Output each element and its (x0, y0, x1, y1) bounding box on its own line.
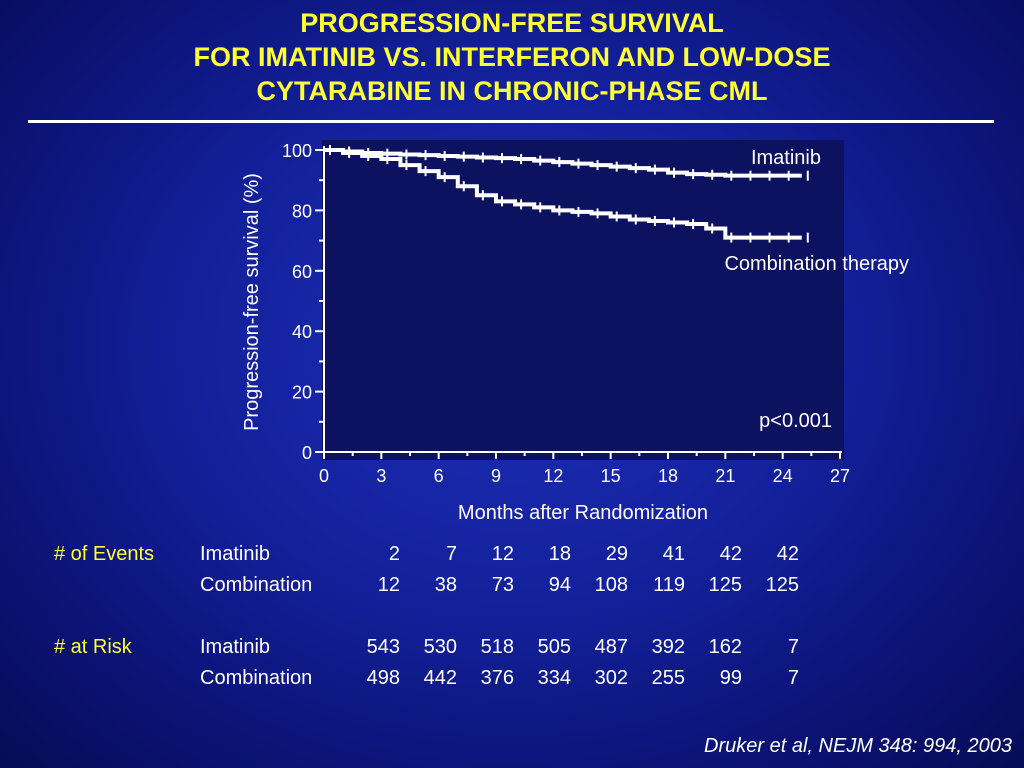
y-tick-label: 0 (302, 443, 312, 463)
risk-imatinib-cell: 162 (708, 636, 742, 658)
events-imatinib-cell: 29 (605, 543, 628, 565)
events-label: # of Events (54, 543, 155, 565)
chart-series (324, 145, 809, 243)
x-tick-label: 9 (491, 466, 501, 486)
slide-title: PROGRESSION-FREE SURVIVAL FOR IMATINIB V… (0, 6, 1024, 108)
risk-combination-cell: 376 (480, 667, 514, 689)
events-combination-cell: 125 (765, 574, 799, 596)
events-combination-cell: 73 (491, 574, 514, 596)
title-line-1: PROGRESSION-FREE SURVIVAL (300, 8, 724, 38)
survival-chart: 0 20 40 60 80 100 0 3 6 9 12 15 18 21 24 27 Progression… (241, 140, 909, 524)
risk-imatinib-name: Imatinib (200, 636, 271, 658)
x-tick-label: 24 (773, 466, 793, 486)
risk-combination-cell: 7 (787, 667, 799, 689)
events-imatinib-cell: 41 (662, 543, 685, 565)
x-tick-label: 15 (601, 466, 621, 486)
x-tick-label: 12 (543, 466, 563, 486)
events-imatinib-cell: 7 (445, 543, 457, 565)
x-tick-label: 6 (434, 466, 444, 486)
events-combination-cell: 125 (708, 574, 742, 596)
y-tick-label: 100 (282, 141, 312, 161)
events-combination-cell: 94 (548, 574, 571, 596)
y-tick-label: 40 (292, 322, 312, 342)
title-divider (28, 120, 994, 123)
x-tick-label: 27 (830, 466, 850, 486)
risk-combination-cell: 442 (423, 667, 457, 689)
x-axis-label: Months after Randomization (458, 502, 708, 524)
x-tick-label: 3 (376, 466, 386, 486)
events-imatinib-cell: 42 (719, 543, 742, 565)
combination-series-label: Combination therapy (724, 253, 909, 275)
risk-imatinib-cell: 530 (423, 636, 457, 658)
x-tick-label: 18 (658, 466, 678, 486)
risk-imatinib-cell: 392 (651, 636, 685, 658)
risk-combination-cell: 334 (537, 667, 571, 689)
risk-combination-name: Combination (200, 667, 313, 689)
events-imatinib-cell: 12 (491, 543, 514, 565)
events-combination-cell: 108 (594, 574, 628, 596)
risk-imatinib-cell: 7 (787, 636, 799, 658)
risk-imatinib-cell: 505 (537, 636, 571, 658)
risk-imatinib-cell: 487 (594, 636, 628, 658)
risk-combination-cell: 99 (719, 667, 742, 689)
risk-imatinib-cell: 518 (480, 636, 514, 658)
risk-combination-cell: 255 (651, 667, 685, 689)
risk-imatinib-cell: 543 (366, 636, 400, 658)
citation: Druker et al, NEJM 348: 994, 2003 (704, 735, 1012, 757)
y-tick-label: 80 (292, 201, 312, 221)
x-tick-label: 0 (319, 466, 329, 486)
y-tick-label: 20 (292, 383, 312, 403)
x-tick-label: 21 (715, 466, 735, 486)
events-imatinib-name: Imatinib (200, 543, 271, 565)
chart-ticks: 0 20 40 60 80 100 0 3 6 9 12 15 18 21 24 27 (282, 141, 850, 486)
risk-combination-cell: 302 (594, 667, 628, 689)
events-imatinib-cell: 2 (388, 543, 400, 565)
p-value-label: p<0.001 (759, 410, 832, 432)
events-imatinib-cell: 42 (776, 543, 799, 565)
title-line-3: CYTARABINE IN CHRONIC-PHASE CML (256, 76, 768, 106)
imatinib-series-label: Imatinib (751, 147, 821, 169)
plot-area (322, 140, 844, 460)
events-combination-cell: 38 (434, 574, 457, 596)
risk-combination-cell: 498 (366, 667, 400, 689)
y-axis-label: Progression-free survival (%) (241, 173, 263, 431)
title-line-2: FOR IMATINIB VS. INTERFERON AND LOW-DOSE (193, 42, 831, 72)
events-combination-name: Combination (200, 574, 313, 596)
y-tick-label: 60 (292, 262, 312, 282)
risk-label: # at Risk (54, 636, 132, 658)
events-combination-cell: 12 (377, 574, 400, 596)
events-imatinib-cell: 18 (548, 543, 571, 565)
events-combination-cell: 119 (653, 574, 685, 596)
